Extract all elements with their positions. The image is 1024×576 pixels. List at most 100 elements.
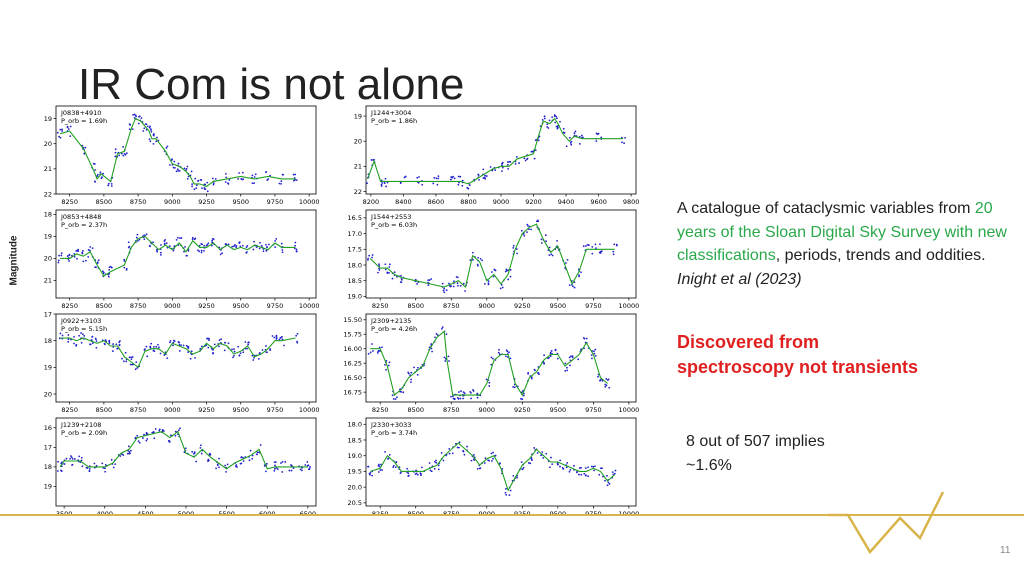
data-point xyxy=(107,182,110,185)
data-point xyxy=(268,243,270,246)
orbital-period: P_orb = 3.74h xyxy=(371,429,417,437)
data-point xyxy=(63,463,66,465)
data-point xyxy=(549,466,551,469)
data-point xyxy=(387,457,389,460)
data-point xyxy=(548,246,551,249)
data-point xyxy=(436,183,439,186)
data-point xyxy=(494,169,497,171)
fraction-line-1: 8 out of 507 implies xyxy=(686,433,825,450)
data-point xyxy=(251,457,254,460)
data-point xyxy=(56,131,59,134)
data-point xyxy=(391,394,394,397)
data-point xyxy=(136,233,139,236)
data-point xyxy=(191,183,194,185)
data-point xyxy=(206,337,208,340)
data-point xyxy=(413,366,415,369)
data-point xyxy=(166,357,169,360)
data-point xyxy=(77,248,80,251)
data-point xyxy=(279,337,282,339)
data-point xyxy=(165,147,168,149)
x-tick-label: 9750 xyxy=(585,406,602,414)
data-point xyxy=(238,172,240,174)
data-point xyxy=(508,160,511,163)
data-point xyxy=(501,161,504,164)
data-point xyxy=(440,451,443,454)
data-point xyxy=(407,474,410,477)
data-point xyxy=(450,395,452,398)
data-point xyxy=(150,129,152,131)
data-point xyxy=(280,242,283,245)
data-point xyxy=(608,482,611,485)
data-point xyxy=(281,460,284,463)
data-point xyxy=(89,246,92,248)
data-point xyxy=(578,473,580,476)
y-tick-label: 16.50 xyxy=(344,374,362,382)
data-point xyxy=(569,364,571,367)
data-point xyxy=(71,464,73,466)
data-point xyxy=(201,187,203,189)
plot-frame xyxy=(55,209,317,299)
data-point xyxy=(96,173,99,176)
data-point xyxy=(69,125,72,128)
data-point xyxy=(271,335,274,337)
data-point xyxy=(534,369,536,372)
data-point xyxy=(157,343,159,346)
y-tick-label: 19.0 xyxy=(348,293,362,301)
data-point xyxy=(551,116,554,119)
x-tick-label: 8750 xyxy=(130,198,147,206)
description-highlight: 20 years of the Sloan Digital Sky Survey… xyxy=(677,200,1007,264)
data-point xyxy=(138,115,140,118)
data-point xyxy=(564,262,567,264)
data-point xyxy=(152,430,155,433)
plot-frame xyxy=(365,417,637,507)
data-point xyxy=(592,465,595,468)
data-point xyxy=(379,469,382,471)
data-point xyxy=(78,455,81,458)
data-point xyxy=(427,279,430,282)
data-point xyxy=(78,334,81,337)
data-point xyxy=(129,452,131,455)
data-point xyxy=(441,326,444,329)
data-point xyxy=(459,284,462,287)
data-point xyxy=(143,349,146,351)
y-tick-label: 18.0 xyxy=(348,421,362,429)
data-point xyxy=(488,385,491,387)
data-point xyxy=(125,152,128,155)
data-point xyxy=(125,268,128,271)
data-point xyxy=(252,248,255,251)
chart-panel-j2309: 8250 8500 8750 9000 9250 9500 9750 10000 15.50 15… xyxy=(344,312,640,414)
data-point xyxy=(206,181,209,184)
x-tick-label: 9750 xyxy=(267,198,284,206)
data-point xyxy=(155,345,158,348)
data-point xyxy=(372,350,374,352)
data-point xyxy=(239,462,242,465)
data-point xyxy=(562,127,565,130)
x-tick-label: 9500 xyxy=(232,406,249,414)
data-point xyxy=(145,123,148,126)
data-point xyxy=(600,136,603,139)
data-point xyxy=(155,140,158,143)
data-point xyxy=(159,352,162,355)
data-point xyxy=(483,176,486,179)
data-point xyxy=(556,117,558,120)
data-point xyxy=(461,184,464,187)
data-point xyxy=(599,379,601,382)
x-tick-label: 8500 xyxy=(96,198,113,206)
data-point xyxy=(492,275,495,278)
data-point xyxy=(94,180,96,183)
data-point xyxy=(593,352,596,355)
data-point xyxy=(227,183,230,185)
data-point xyxy=(541,118,544,121)
data-point xyxy=(554,121,557,124)
data-point xyxy=(512,386,515,388)
chart-panel-j1544: 8250 8500 8750 9000 9250 9500 9750 10000 16.5 17.… xyxy=(344,208,640,310)
data-point xyxy=(607,481,610,484)
x-tick-label: 9600 xyxy=(590,198,607,206)
data-point xyxy=(384,263,387,266)
data-point xyxy=(89,249,91,252)
data-point xyxy=(457,183,460,186)
data-point xyxy=(443,291,446,294)
data-point xyxy=(384,268,387,271)
data-point xyxy=(60,254,63,257)
data-point xyxy=(124,351,127,354)
